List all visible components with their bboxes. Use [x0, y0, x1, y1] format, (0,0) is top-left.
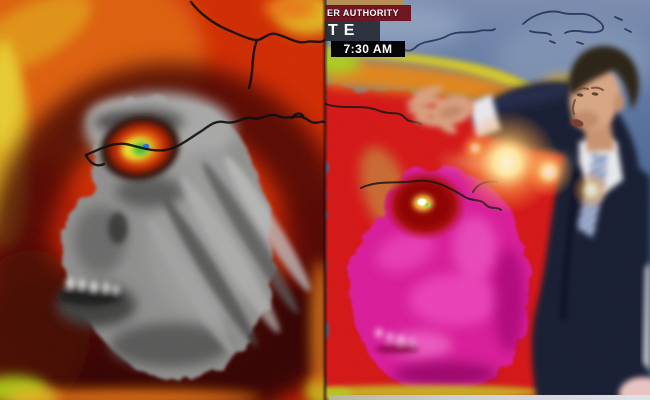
photo-grain: [325, 0, 650, 400]
banner-authority-text: ER AUTHORITY: [325, 5, 411, 21]
banner-headline-text: TE: [325, 21, 380, 41]
panel-seam: [322, 0, 328, 400]
banner-top-strip: [327, 0, 403, 5]
satellite-ir-image: [0, 0, 325, 400]
tv-broadcast-photo: ER AUTHORITY TE 7:30 AM: [322, 0, 650, 400]
banner-timestamp: 7:30 AM: [331, 41, 405, 57]
film-grain: [0, 0, 325, 400]
tv-screen-bottom-edge: [329, 395, 650, 400]
